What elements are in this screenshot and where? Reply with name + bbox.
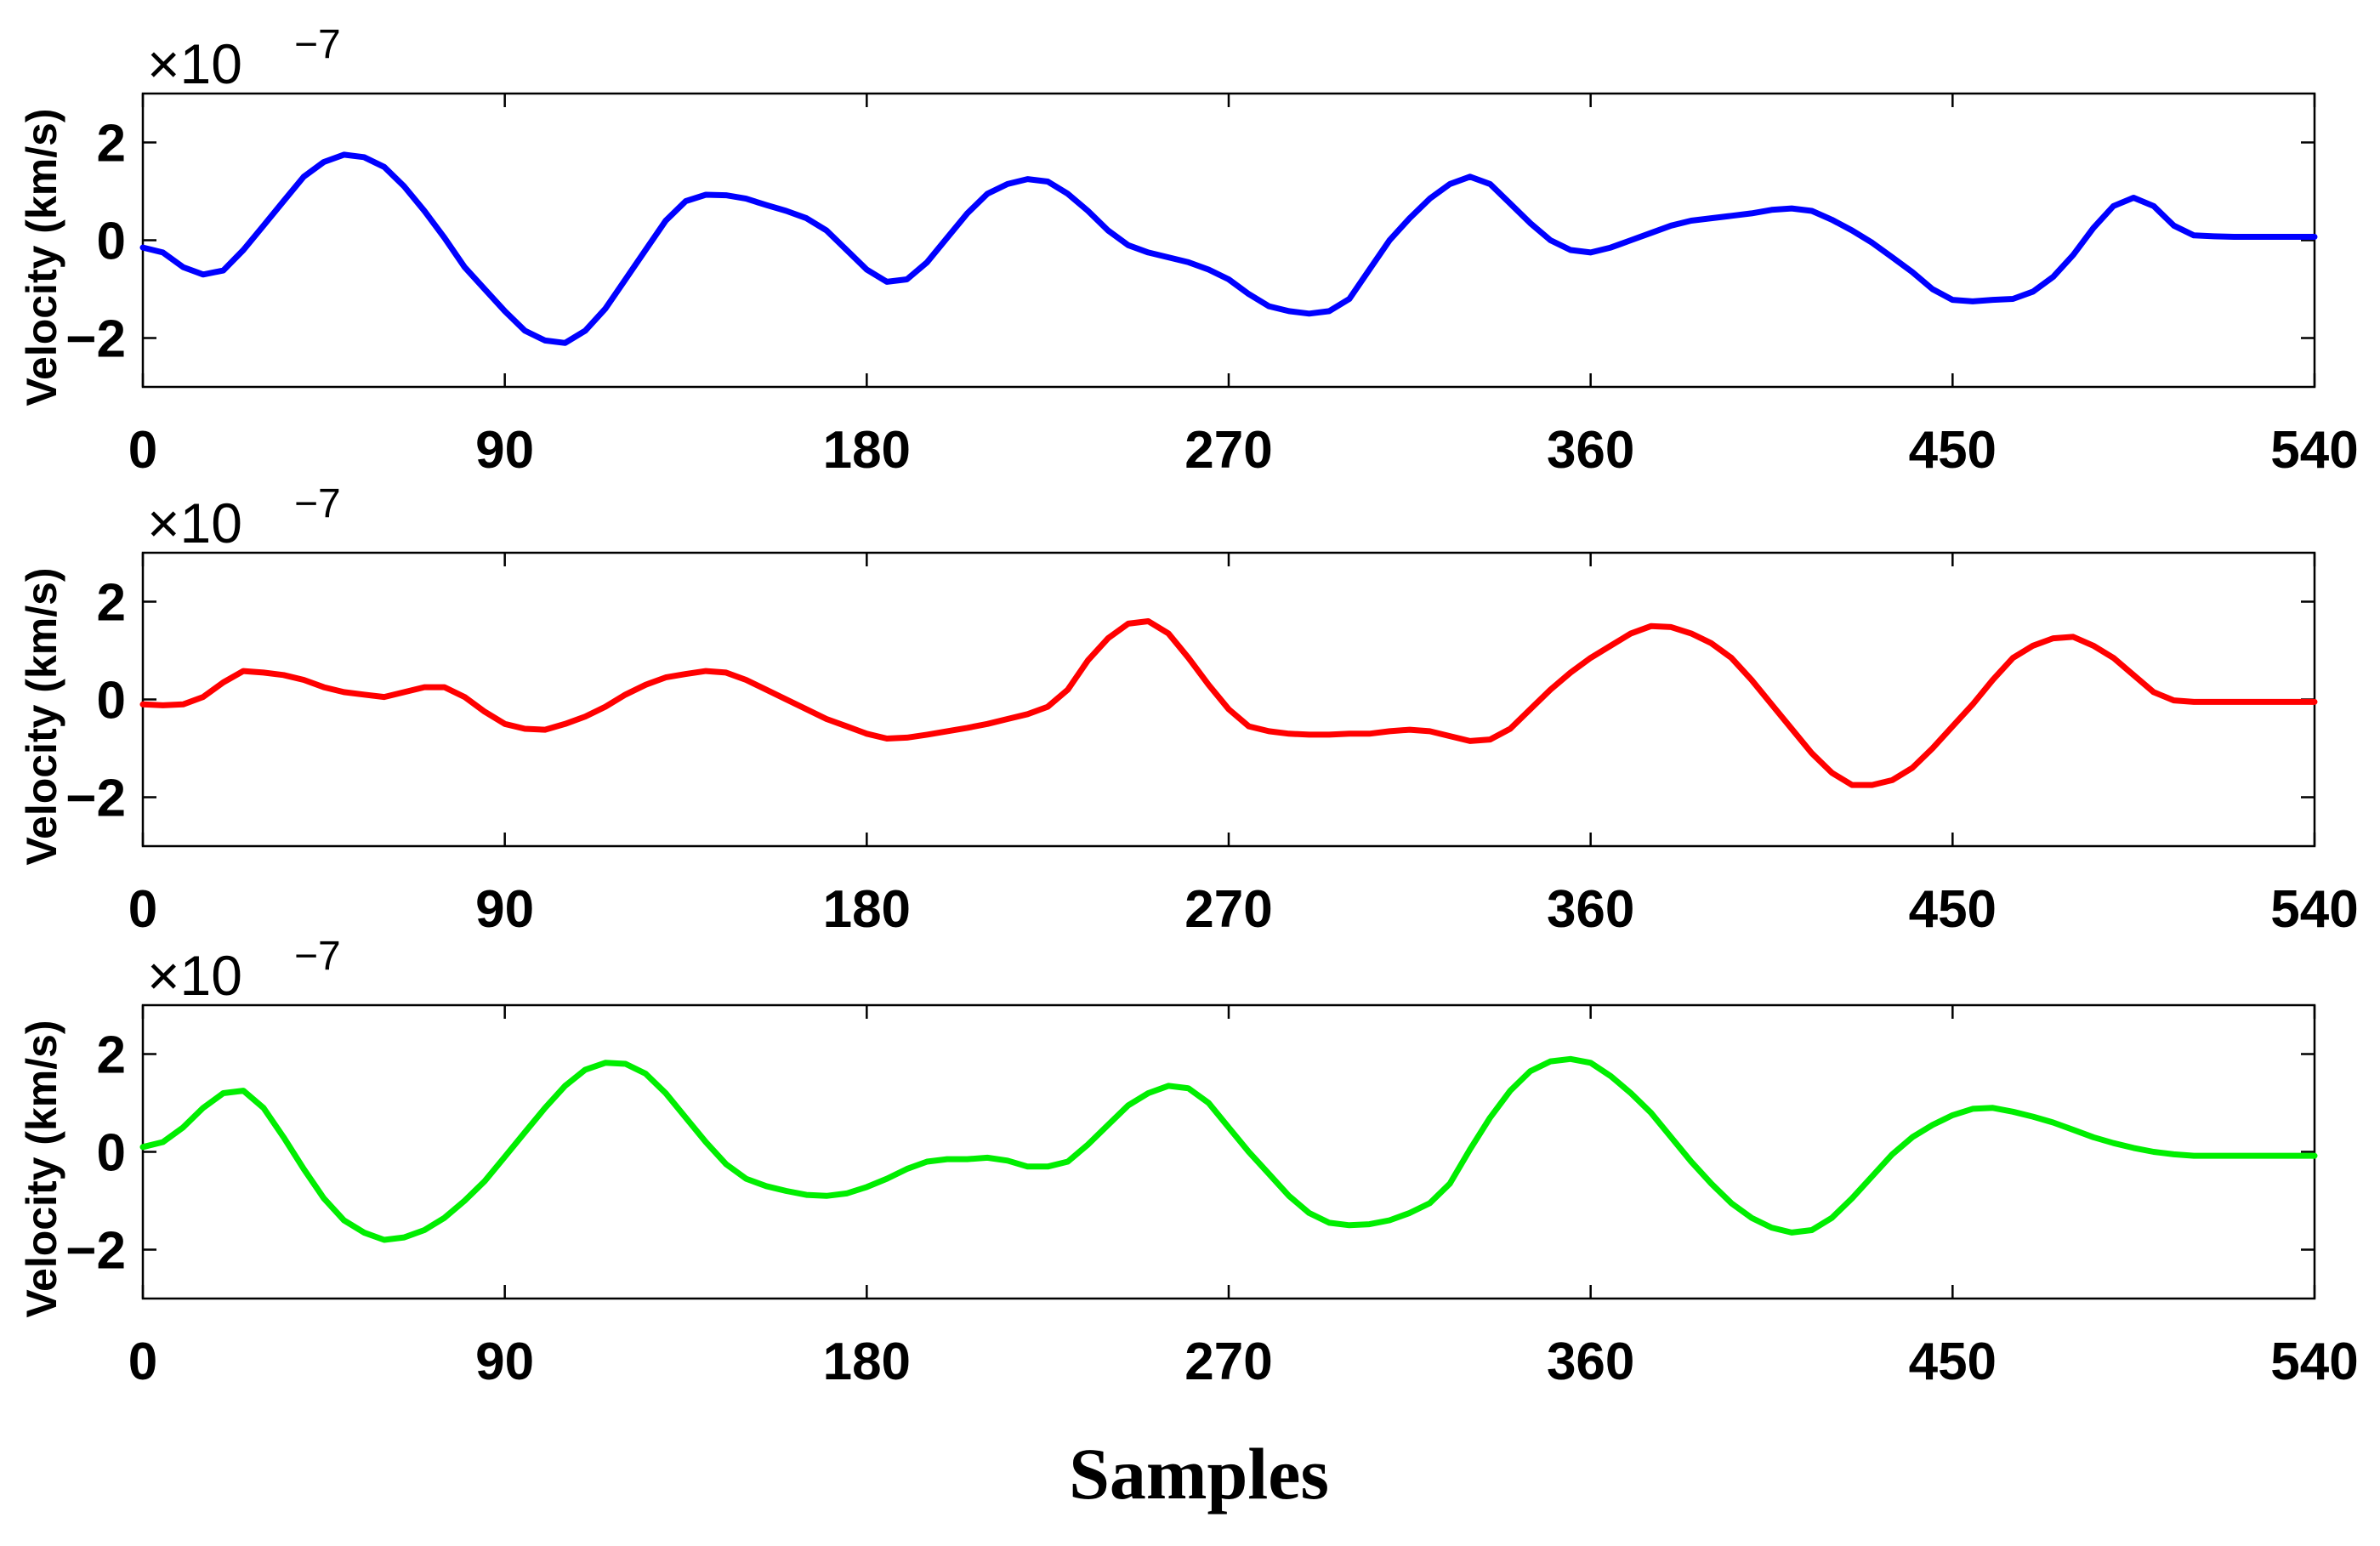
x-tick-label: 450 — [1909, 1333, 1997, 1391]
x-tick-label: 0 — [128, 421, 157, 480]
x-tick-label: 180 — [823, 1333, 911, 1391]
axis-multiplier: ×10 — [147, 492, 242, 554]
y-axis-label: Velocity (km/s) — [18, 108, 65, 406]
x-tick-label: 0 — [128, 1333, 157, 1391]
y-tick-label: 0 — [97, 1124, 126, 1183]
x-tick-label: 450 — [1909, 880, 1997, 939]
axis-multiplier-exponent: −7 — [294, 481, 341, 526]
y-tick-label: 2 — [97, 1026, 126, 1085]
y-tick-label: 2 — [97, 574, 126, 633]
series-line-3-1 — [139, 1055, 2318, 1243]
axis-multiplier: ×10 — [147, 944, 242, 1007]
plot-area — [141, 92, 2316, 389]
plot-area — [141, 1003, 2316, 1300]
x-tick-label: 360 — [1547, 421, 1634, 480]
x-tick-label: 540 — [2270, 421, 2358, 480]
x-tick-label: 360 — [1547, 880, 1634, 939]
axis-multiplier-exponent: −7 — [294, 934, 341, 979]
y-tick-label: 0 — [97, 213, 126, 271]
x-tick-label: 180 — [823, 880, 911, 939]
x-tick-label: 0 — [128, 880, 157, 939]
y-tick-label: −2 — [65, 1222, 126, 1281]
x-tick-label: 90 — [475, 1333, 534, 1391]
axis-multiplier: ×10 — [147, 32, 242, 95]
y-axis-label: Velocity (km/s) — [18, 567, 65, 865]
x-tick-label: 540 — [2270, 1333, 2358, 1391]
y-tick-label: 2 — [97, 115, 126, 173]
y-axis-label: Velocity (km/s) — [18, 1020, 65, 1317]
x-tick-label: 270 — [1184, 880, 1272, 939]
series-line-2-1 — [139, 618, 2318, 788]
y-tick-label: −2 — [65, 770, 126, 828]
y-tick-label: −2 — [65, 310, 126, 369]
x-tick-label: 450 — [1909, 421, 1997, 480]
x-tick-label: 540 — [2270, 880, 2358, 939]
x-axis-label: Samples — [1069, 1433, 1329, 1515]
x-tick-label: 270 — [1184, 421, 1272, 480]
axis-multiplier-exponent: −7 — [294, 22, 341, 67]
x-tick-label: 180 — [823, 421, 911, 480]
x-tick-label: 270 — [1184, 1333, 1272, 1391]
x-tick-label: 90 — [475, 421, 534, 480]
x-tick-label: 360 — [1547, 1333, 1634, 1391]
series-line-1-1 — [139, 151, 2318, 346]
y-tick-label: 0 — [97, 672, 126, 730]
x-tick-label: 90 — [475, 880, 534, 939]
